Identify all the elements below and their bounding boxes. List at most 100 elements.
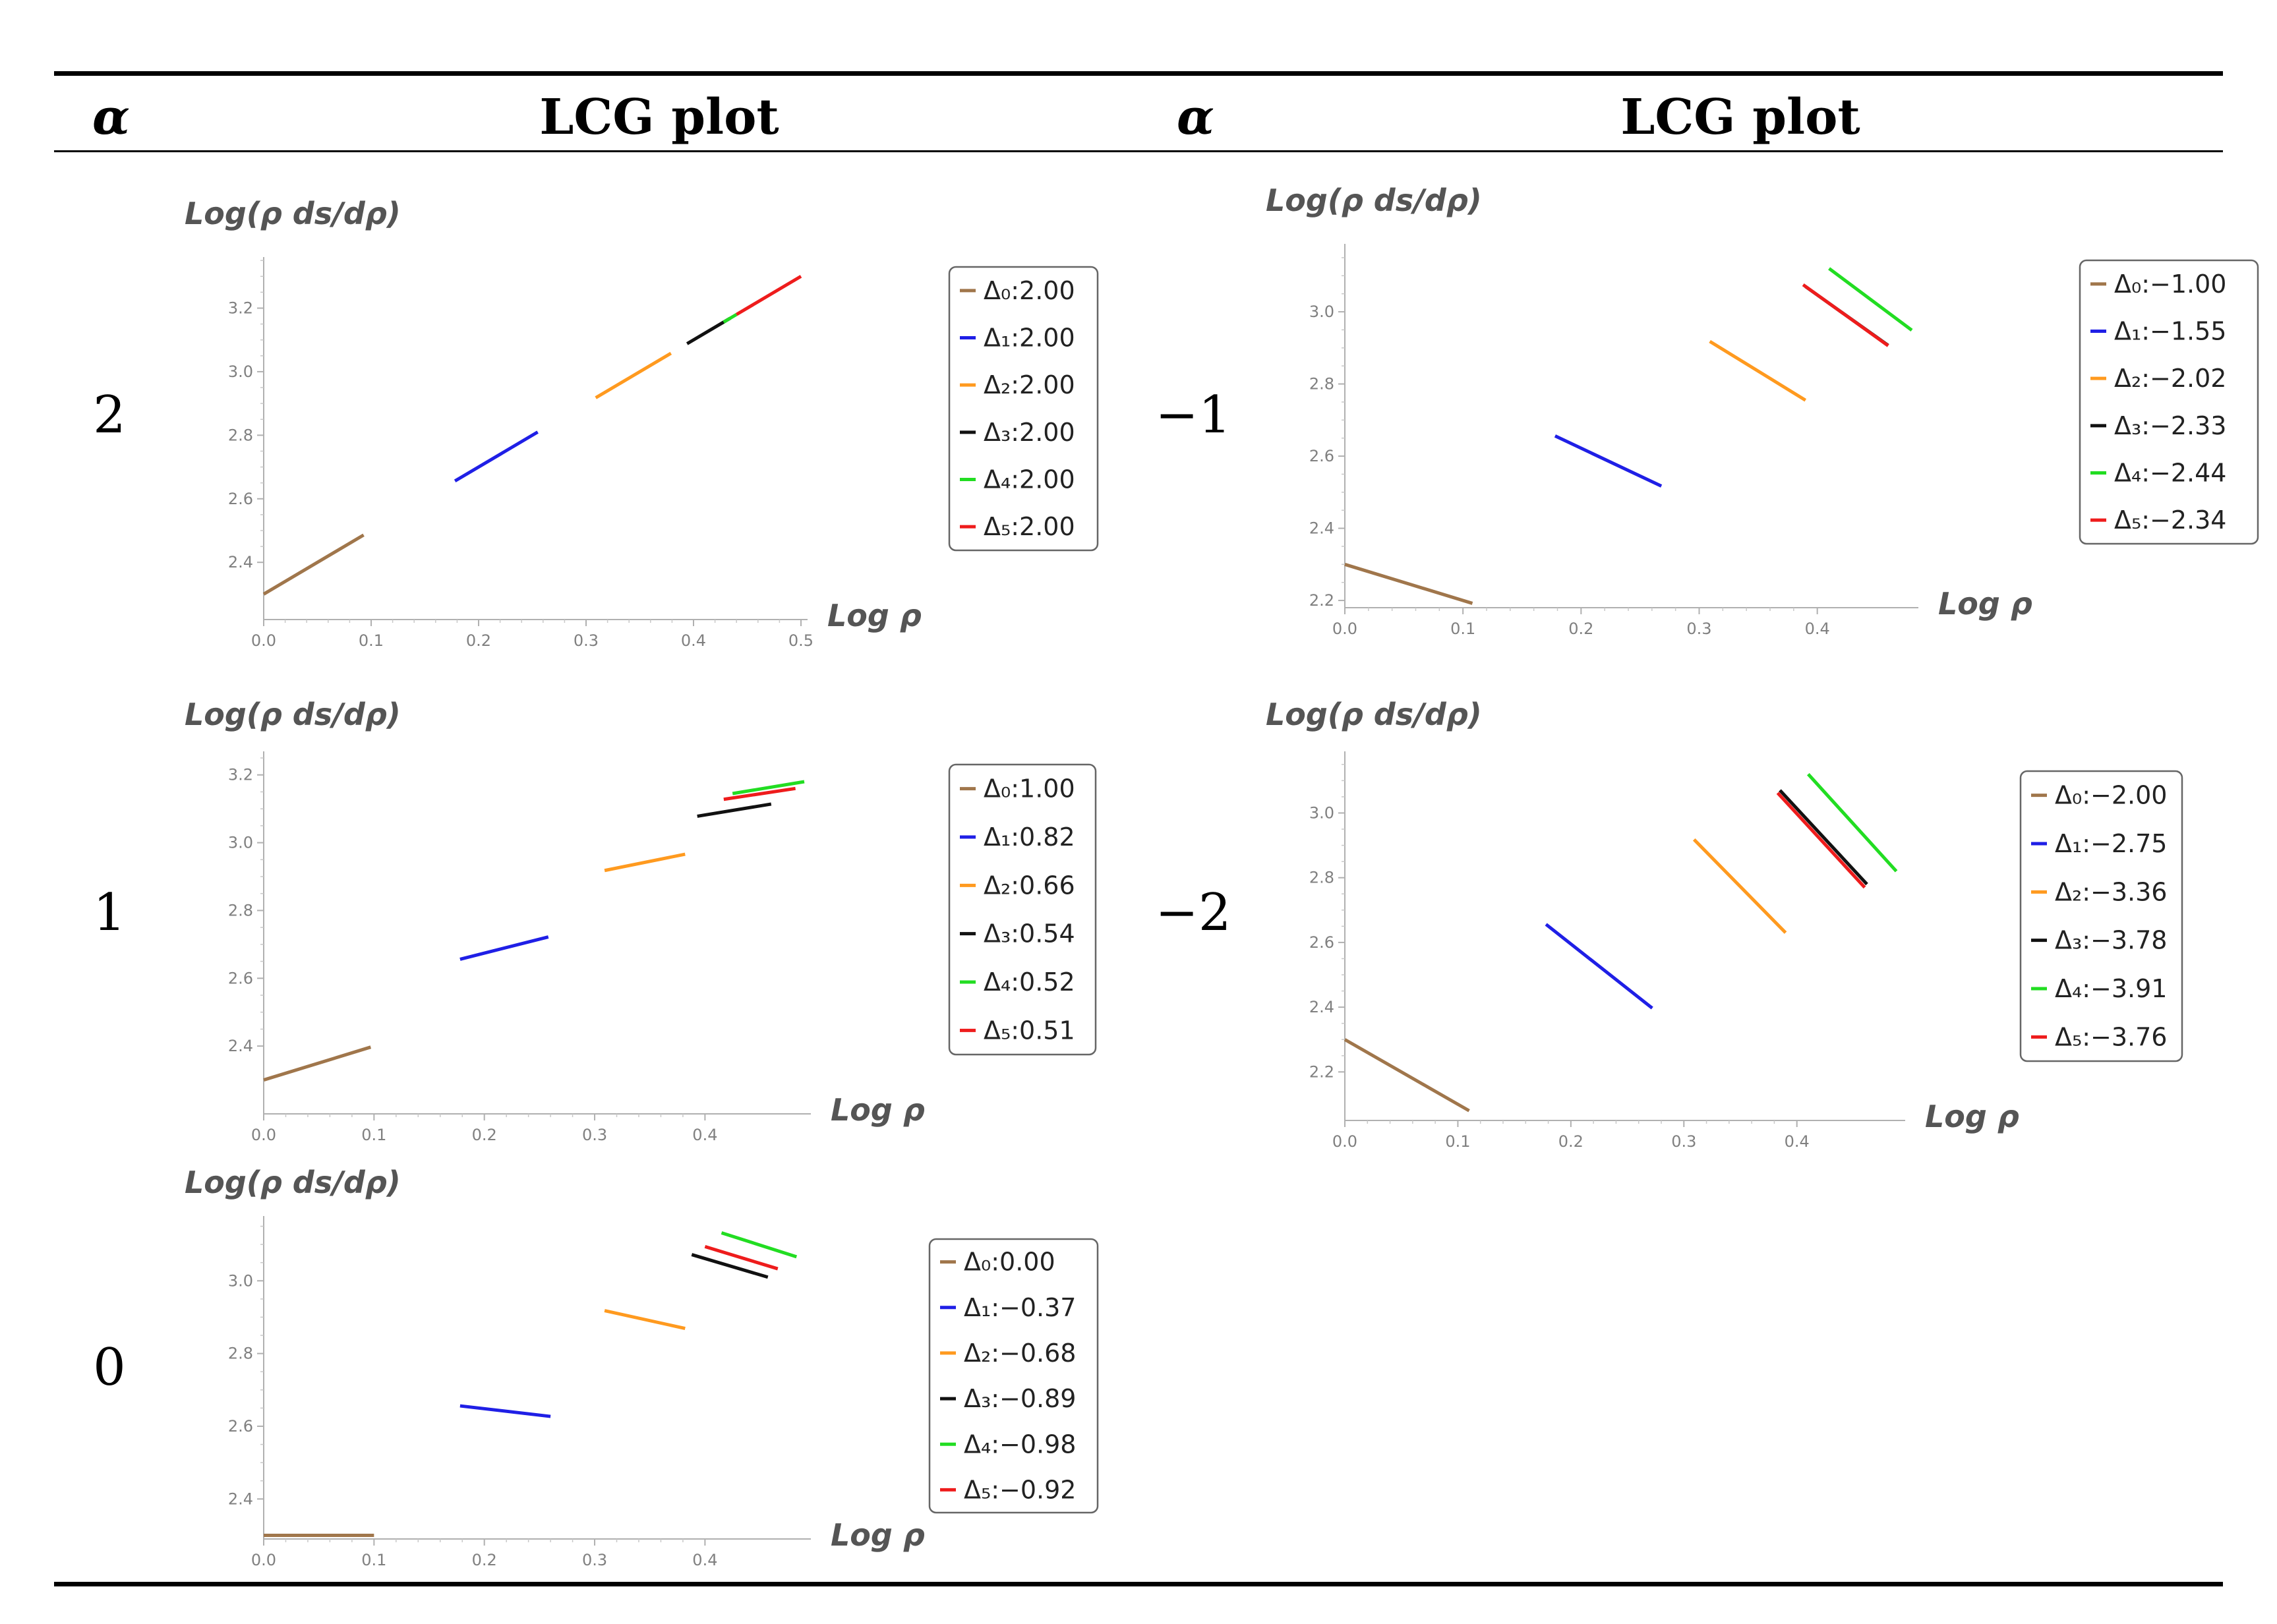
alpha-value-row1-left: 2 [93,386,126,445]
x-tick-label: 0.2 [466,631,491,650]
legend-entry: Δ₃:−2.33 [2114,411,2226,440]
series-line-delta-5 [723,786,796,801]
legend-entry: Δ₂:−0.68 [964,1339,1076,1368]
y-tick-label: 2.4 [1309,998,1334,1016]
header-title-left: LCG plot [539,89,779,146]
legend-entry: Δ₄:−0.98 [964,1430,1076,1459]
y-tick-label: 2.8 [228,426,253,444]
legend-entry: Δ₀:1.00 [984,774,1075,803]
y-tick-label: 2.4 [228,1037,253,1055]
legend-entry: Δ₀:0.00 [964,1248,1055,1277]
legend-entry: Δ₂:0.66 [984,871,1075,900]
series-line-delta-5 [704,1245,779,1271]
x-tick-label: 0.3 [582,1126,607,1144]
y-tick-label: 2.8 [1309,375,1334,393]
x-axis-label: Log ρ [827,598,922,633]
y-tick-label: 3.0 [228,834,253,852]
y-tick-label: 3.2 [228,299,253,318]
series-line-delta-1 [459,1404,551,1418]
header-alpha-right: α [1177,89,1214,146]
legend-entry: Δ₄:0.52 [984,968,1075,997]
series-line-delta-4 [723,312,738,324]
series-line-delta-3 [697,802,772,818]
x-tick-label: 0.4 [1785,1132,1810,1151]
legend-entry: Δ₃:2.00 [984,418,1075,447]
legend-entry: Δ₄:2.00 [984,465,1075,494]
x-tick-label: 0.1 [361,1126,386,1144]
legend-entry: Δ₅:−2.34 [2114,506,2226,535]
legend-box [948,763,1097,1056]
header-alpha-left: α [92,89,130,146]
alpha-value-row1-right: −1 [1155,386,1231,445]
legend-entry: Δ₂:2.00 [984,370,1075,399]
y-tick-label: 2.6 [228,969,253,987]
x-tick-label: 0.0 [251,631,276,650]
legend-entry: Δ₅:−3.76 [2055,1022,2167,1051]
lcg-plot-alpha-minus-2: 0.0 0.1 0.2 0.3 0.4 2.2 2.4 2.6 2.8 3.0 Log(ρ ds/d… [1266,697,2183,1151]
series-line-delta-2 [604,852,686,873]
legend-entry: Δ₀:−1.00 [2114,270,2226,299]
x-tick-label: 0.3 [582,1551,607,1569]
x-tick-label: 0.4 [681,631,706,650]
y-tick-label: 2.4 [228,553,253,571]
legend-entry: Δ₁:−2.75 [2055,829,2167,858]
y-tick-label: 3.0 [228,1271,253,1290]
y-tick-label: 3.0 [228,362,253,381]
series-line-delta-5 [1776,792,1866,889]
x-tick-label: 0.4 [1805,620,1830,638]
y-tick-label: 2.8 [228,1345,253,1363]
series-line-delta-4 [721,1231,798,1259]
series-line-delta-1 [1554,434,1663,488]
y-tick-label: 3.2 [228,766,253,784]
header-title-right: LCG plot [1620,89,1860,146]
lcg-plot-alpha-2: 0.0 0.1 0.2 0.3 0.4 0.5 2.4 2.6 2.8 3.0 3.2 Log(ρ d… [185,196,1099,650]
legend-entry: Δ₄:−2.44 [2114,459,2226,488]
series-line-delta-3 [1779,789,1868,886]
y-axis-label: Log(ρ ds/dρ) [185,1165,401,1200]
legend-entry: Δ₂:−2.02 [2114,364,2226,393]
x-axis-label: Log ρ [831,1092,925,1128]
x-tick-label: 0.0 [251,1551,276,1569]
legend-entry: Δ₄:−3.91 [2055,974,2167,1003]
legend-entry: Δ₀:−2.00 [2055,781,2167,810]
series-line-delta-1 [1545,923,1653,1010]
series-line-delta-0 [262,533,365,596]
series-line-delta-3 [686,316,731,345]
legend-entry: Δ₃:−3.78 [2055,926,2167,955]
y-axis-label: Log(ρ ds/dρ) [185,697,401,732]
legend-entry: Δ₃:0.54 [984,919,1075,948]
legend: Δ₀:−2.00 Δ₁:−2.75 Δ₂:−3.36 Δ₃:−3.78 Δ₄:−3.91… [2019,770,2183,1062]
legend: Δ₀:1.00 Δ₁:0.82 Δ₂:0.66 Δ₃:0.54 Δ₄:0.52 Δ₅:0.… [948,763,1097,1056]
table-header-rule [54,150,2223,152]
series-line-delta-2 [595,351,672,399]
alpha-value-row2-left: 1 [93,883,126,942]
legend-entry: Δ₅:0.51 [984,1016,1075,1045]
alpha-value-row3-left: 0 [93,1338,126,1397]
y-tick-label: 2.2 [1309,1062,1334,1081]
table-bottom-rule [54,1582,2223,1586]
x-tick-label: 0.1 [1450,620,1475,638]
y-tick-label: 2.6 [228,490,253,508]
x-tick-label: 0.3 [1686,620,1711,638]
x-tick-label: 0.1 [359,631,384,650]
x-axis-label: Log ρ [1938,586,2032,622]
x-axis-label: Log ρ [1925,1099,2019,1134]
alpha-value-row2-right: −2 [1155,883,1231,942]
series-line-delta-0 [263,1045,372,1082]
legend-entry: Δ₅:−0.92 [964,1475,1076,1504]
x-tick-label: 0.3 [574,631,599,650]
x-tick-label: 0.3 [1671,1132,1696,1151]
legend-entry: Δ₂:−3.36 [2055,877,2167,906]
legend-box [948,266,1099,552]
legend: Δ₀:2.00 Δ₁:2.00 Δ₂:2.00 Δ₃:2.00 Δ₄:2.00 Δ₅:2.… [948,266,1099,552]
legend-box [928,1238,1099,1514]
y-tick-label: 2.8 [1309,869,1334,887]
x-tick-label: 0.2 [472,1551,497,1569]
series-line-delta-4 [1828,267,1913,332]
x-tick-label: 0.4 [692,1551,717,1569]
series-line-delta-5 [735,275,802,316]
series-line-delta-1 [454,430,539,482]
series-line-delta-3 [691,1253,769,1279]
x-tick-label: 0.5 [788,631,813,650]
legend-box [2079,259,2259,545]
